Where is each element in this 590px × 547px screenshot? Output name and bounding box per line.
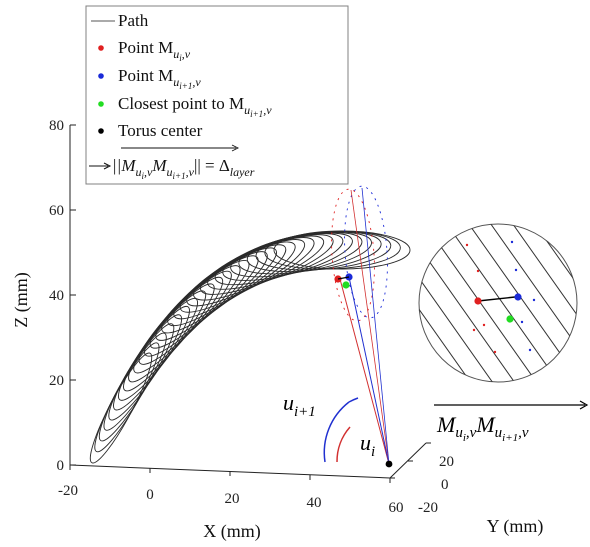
zoom-point-m-ui [474, 297, 482, 305]
layer-rings [331, 185, 388, 322]
closest-point [342, 281, 350, 289]
zoom-point-m-ui1 [514, 293, 522, 301]
legend-eq-arrowhead [231, 144, 240, 152]
zoom-path-line [419, 224, 499, 382]
helical-path [89, 230, 411, 464]
torus-center-point [385, 460, 393, 468]
arc-u-i1 [323, 401, 350, 463]
u-i-label: ui [360, 430, 375, 460]
legend-point-ui1-label: Point Mui+1,v [118, 66, 201, 91]
red-radial-line [339, 278, 390, 465]
legend-center-label: Torus center [118, 121, 203, 140]
zoom-path-line [487, 224, 577, 382]
zoom-path-line [419, 224, 477, 382]
y-tick-m20: -20 [418, 500, 438, 516]
radial-lines [339, 187, 390, 465]
x-tick-40: 40 [307, 495, 322, 511]
blue-radial-line-top [361, 187, 390, 465]
x-tick-0: 0 [146, 487, 154, 503]
coil-ring [193, 237, 315, 301]
arc-u-i [336, 426, 351, 463]
y-tick-20: 20 [439, 454, 454, 470]
zoom-dots [465, 240, 536, 354]
coil-ring [94, 342, 160, 453]
blue-ring [344, 185, 388, 319]
coil-ring [103, 323, 175, 431]
surface-points [334, 273, 353, 289]
z-axis-label: Z (mm) [11, 272, 32, 328]
red-radial-line-top [350, 189, 390, 465]
legend-point-ui-swatch [98, 45, 104, 51]
legend-arrowhead [103, 162, 112, 170]
zoom-inset [290, 220, 578, 390]
coil-ring [144, 265, 241, 357]
legend-closest-label: Closest point to Mui+1,v [118, 94, 272, 119]
zoom-path-line [531, 224, 577, 382]
x-tick-labels: -20 0 20 40 60 [58, 483, 404, 516]
legend-point-ui1-swatch [98, 73, 104, 79]
zoom-path-line [419, 224, 433, 382]
zoom-path-line [290, 220, 410, 390]
coil-ring [200, 235, 325, 295]
legend-arrow-label: ||Mui,vMui+1,v|| = Δlayer [112, 156, 255, 181]
legend-center-swatch [98, 128, 104, 134]
zoom-path-line [509, 224, 577, 382]
connecting-vector [337, 276, 350, 280]
x-tick-m20: -20 [58, 483, 78, 499]
vector-arrowhead [579, 400, 589, 410]
legend-closest-swatch [98, 101, 104, 107]
arc-u-i1-b [348, 397, 359, 403]
vector-label: Mui,vMui+1,v [434, 400, 589, 444]
z-tick-60: 60 [49, 203, 64, 219]
z-tick-40: 40 [49, 288, 64, 304]
zoom-closest-point [506, 315, 514, 323]
y-tick-labels: 20 0 -20 [418, 454, 454, 516]
x-axis-label: X (mm) [203, 521, 261, 542]
u-i1-label: ui+1 [283, 390, 316, 420]
y-tick-0: 0 [441, 477, 449, 493]
vector-label-text: Mui,vMui+1,v [436, 412, 529, 444]
coil-ring [98, 332, 167, 442]
coil-ring [273, 230, 411, 270]
zoom-path-line [421, 224, 543, 382]
axes-3d [69, 124, 431, 483]
y-axis-label: Y (mm) [487, 516, 544, 537]
z-tick-0: 0 [57, 458, 65, 474]
coil-ring [89, 352, 153, 464]
zoom-circle-bg [418, 223, 578, 383]
coil-ring [214, 233, 344, 286]
x-tick-60: 60 [389, 500, 404, 516]
red-ring [331, 188, 375, 322]
legend: Path Point Mui,v Point Mui+1,v Closest p… [85, 5, 349, 185]
x-tick-20: 20 [225, 491, 240, 507]
z-tick-80: 80 [49, 118, 64, 134]
blue-radial-line [348, 276, 390, 465]
legend-point-ui-label: Point Mui,v [118, 38, 191, 63]
z-tick-labels: 0 20 40 60 80 [49, 118, 64, 474]
legend-path-label: Path [118, 11, 149, 30]
zoom-vector [477, 296, 516, 302]
zoom-path-line [443, 224, 565, 382]
legend-box [85, 5, 349, 185]
coil-ring [138, 270, 232, 365]
z-tick-20: 20 [49, 373, 64, 389]
